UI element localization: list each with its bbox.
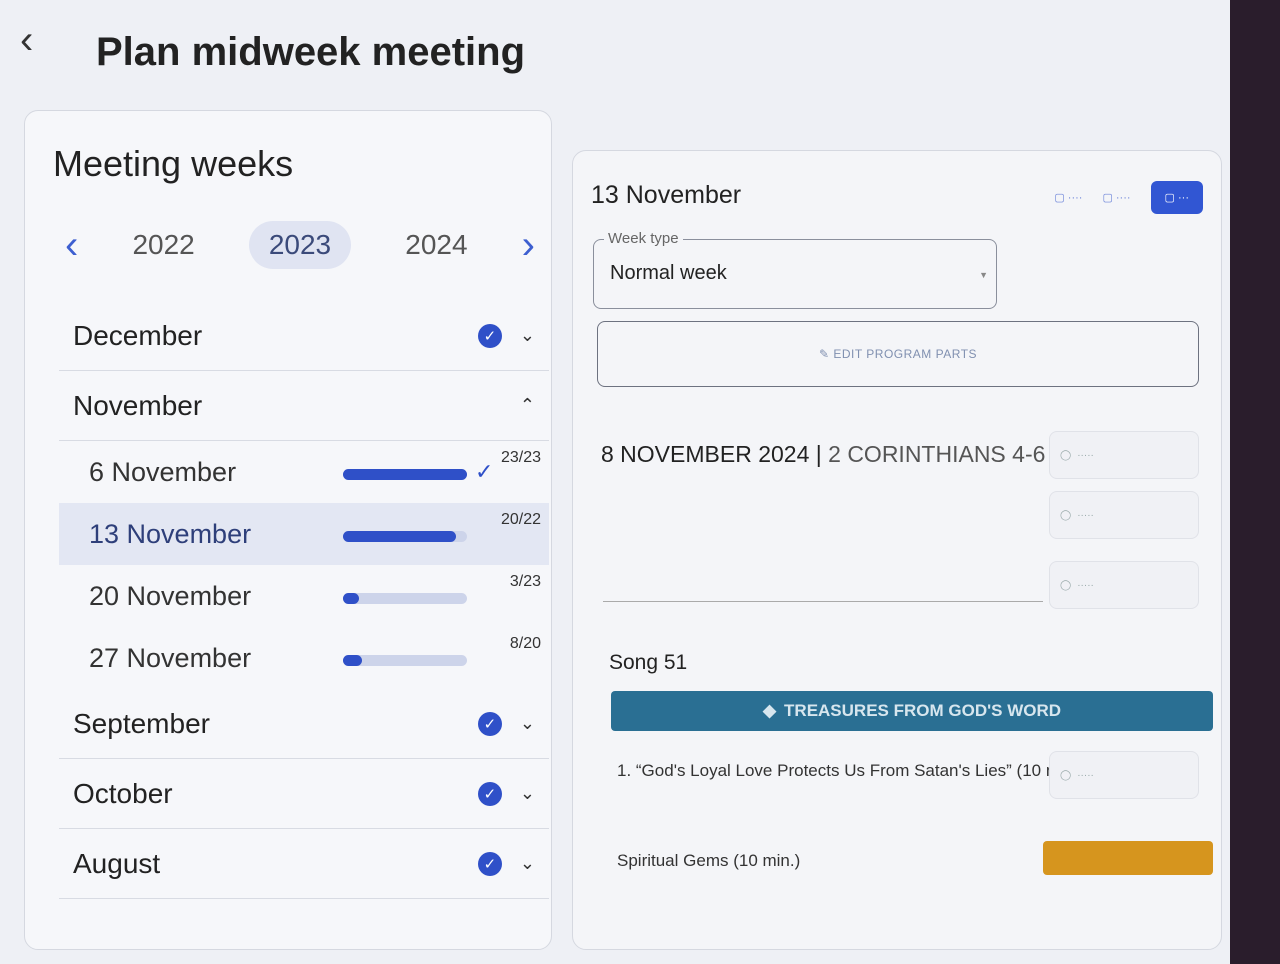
next-year-chevron-icon[interactable]: › bbox=[521, 222, 535, 267]
assignee-select[interactable]: ◯ ····· bbox=[1049, 491, 1199, 539]
treasures-section-banner: ◆ TREASURES FROM GOD'S WORD bbox=[611, 691, 1213, 731]
week-label: 13 November bbox=[89, 518, 252, 549]
person-icon: ◯ bbox=[1060, 769, 1072, 781]
program-item: 1. “God's Loyal Love Protects Us From Sa… bbox=[617, 761, 1084, 780]
week-label: 20 November bbox=[89, 580, 252, 611]
month-label: August bbox=[73, 847, 161, 879]
dropdown-arrow-icon: ▼ bbox=[979, 270, 988, 280]
ministry-section-banner bbox=[1043, 841, 1213, 875]
year-2024[interactable]: 2024 bbox=[405, 229, 468, 260]
week-type-select[interactable]: Week type Normal week ▼ bbox=[593, 230, 997, 309]
song-label: Song 51 bbox=[609, 651, 688, 674]
check-circle-icon: ✓ bbox=[477, 323, 502, 348]
program-item: Spiritual Gems (10 min.) bbox=[617, 851, 801, 870]
week-count: 8/20 bbox=[509, 635, 541, 652]
chevron-down-icon: ⌄ bbox=[519, 713, 535, 733]
person-icon: ◯ bbox=[1060, 579, 1072, 591]
month-september[interactable]: September ✓ ⌄ bbox=[59, 689, 549, 759]
assignee-select[interactable]: ◯ ····· bbox=[1049, 431, 1199, 479]
year-2022[interactable]: 2022 bbox=[132, 229, 195, 260]
week-count: 23/23 bbox=[500, 449, 541, 466]
week-27-november[interactable]: 27 November 8/20 bbox=[59, 627, 549, 689]
year-selector: ‹ 2022 2023 2024 › bbox=[65, 221, 535, 269]
field-value: Normal week bbox=[610, 262, 727, 284]
check-circle-icon: ✓ bbox=[477, 851, 502, 876]
assignee-select[interactable]: ◯ ····· bbox=[1049, 561, 1199, 609]
week-label: 27 November bbox=[89, 642, 252, 673]
app-screen: ‹ Plan midweek meeting Meeting weeks ‹ 2… bbox=[0, 0, 1230, 964]
progress-bar bbox=[343, 531, 467, 542]
check-circle-icon: ✓ bbox=[477, 711, 502, 736]
field-label: Week type bbox=[604, 230, 683, 247]
week-20-november[interactable]: 20 November 3/23 bbox=[59, 565, 549, 627]
bible-reading-link[interactable]: 2 CORINTHIANS 4-6 bbox=[828, 441, 1046, 467]
person-icon: ◯ bbox=[1060, 509, 1072, 521]
month-label: December bbox=[73, 319, 203, 351]
chevron-down-icon: ⌄ bbox=[519, 325, 535, 345]
year-2023[interactable]: 2023 bbox=[248, 221, 352, 269]
check-circle-icon: ✓ bbox=[477, 781, 502, 806]
week-13-november[interactable]: 13 November 20/22 bbox=[59, 503, 549, 565]
month-label: September bbox=[73, 707, 210, 739]
button-label: EDIT PROGRAM PARTS bbox=[833, 347, 978, 361]
page-title: Plan midweek meeting bbox=[96, 30, 526, 74]
divider bbox=[603, 601, 1043, 602]
check-icon: ✓ bbox=[475, 459, 494, 484]
week-heading: 8 NOVEMBER 2024 | 2 CORINTHIANS 4-6 bbox=[601, 441, 1046, 467]
toolbar: ▢ ···· ▢ ···· ▢ ··· bbox=[1054, 181, 1203, 214]
month-label: October bbox=[73, 777, 173, 809]
month-december[interactable]: December ✓ ⌄ bbox=[59, 301, 549, 371]
week-6-november[interactable]: 6 November ✓ 23/23 bbox=[59, 441, 549, 503]
assignee-select[interactable]: ◯ ····· bbox=[1049, 751, 1199, 799]
week-label: 6 November bbox=[89, 456, 237, 487]
toolbar-button[interactable]: ▢ ···· bbox=[1102, 192, 1131, 204]
month-november[interactable]: November ⌃ bbox=[59, 371, 549, 441]
primary-button[interactable]: ▢ ··· bbox=[1150, 181, 1203, 214]
person-icon: ◯ bbox=[1060, 449, 1072, 461]
edit-program-parts-button[interactable]: ✎ EDIT PROGRAM PARTS bbox=[597, 321, 1199, 387]
week-count: 20/22 bbox=[500, 511, 541, 528]
month-october[interactable]: October ✓ ⌄ bbox=[59, 759, 549, 829]
progress-bar bbox=[343, 469, 467, 480]
week-title: 13 November bbox=[591, 181, 742, 209]
month-august[interactable]: August ✓ ⌄ bbox=[59, 829, 549, 899]
banner-label: TREASURES FROM GOD'S WORD bbox=[784, 701, 1062, 720]
progress-bar bbox=[343, 655, 467, 666]
toolbar-button[interactable]: ▢ ···· bbox=[1054, 192, 1083, 204]
month-list: December ✓ ⌄ November ⌃ 6 November ✓ 23/23 13… bbox=[59, 301, 549, 899]
chevron-down-icon: ⌄ bbox=[519, 783, 535, 803]
chevron-down-icon: ⌄ bbox=[519, 853, 535, 873]
pencil-icon: ✎ bbox=[818, 347, 834, 361]
week-date: 8 NOVEMBER 2024 bbox=[601, 441, 810, 467]
prev-year-chevron-icon[interactable]: ‹ bbox=[65, 222, 79, 267]
back-chevron-icon[interactable]: ‹ bbox=[20, 18, 34, 62]
week-count: 3/23 bbox=[509, 573, 541, 590]
panel-title: Meeting weeks bbox=[53, 143, 294, 184]
chevron-up-icon: ⌃ bbox=[519, 395, 535, 415]
meeting-weeks-panel: Meeting weeks ‹ 2022 2023 2024 › Decembe… bbox=[24, 110, 552, 950]
progress-bar bbox=[343, 593, 467, 604]
diamond-icon: ◆ bbox=[762, 701, 777, 720]
week-detail-panel: 13 November ▢ ···· ▢ ···· ▢ ··· Week typ… bbox=[572, 150, 1222, 950]
month-label: November bbox=[73, 389, 203, 421]
